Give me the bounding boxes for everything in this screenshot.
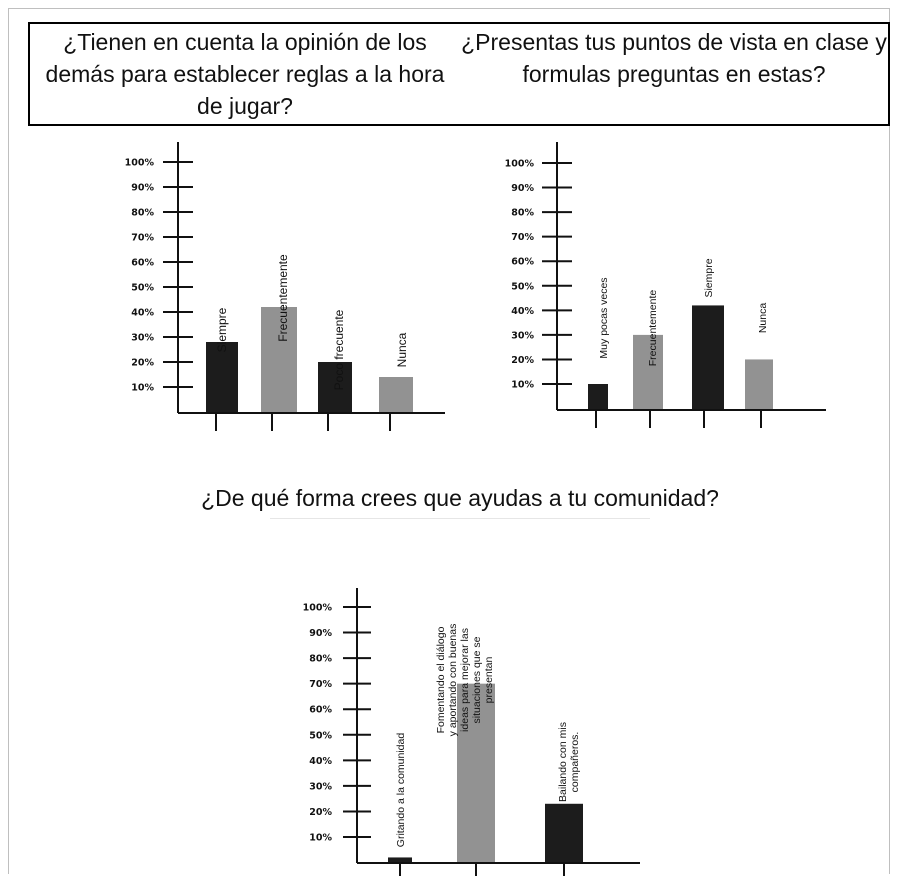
chart2-bar	[745, 359, 773, 409]
chart1-y-tick-label: 80%	[131, 208, 154, 219]
chart3-y-tick-label: 50%	[309, 730, 332, 741]
chart3-category-label: presentan	[483, 656, 495, 703]
chart3-category-label: Bailando con mis	[557, 722, 569, 802]
chart3-category-label: y aportando con buenas	[447, 624, 459, 737]
chart2-bar	[692, 305, 724, 409]
chart1-y-tick-label: 100%	[125, 158, 155, 169]
chart1-y-tick-label: 30%	[131, 333, 154, 344]
chart2-y-tick-label: 60%	[511, 257, 534, 268]
chart3-y-tick-label: 60%	[309, 705, 332, 716]
chart1-bar	[318, 362, 352, 412]
chart1-bar	[379, 377, 413, 412]
chart1-title: ¿Tienen en cuenta la opinión de los demá…	[45, 29, 445, 119]
chart1-category-label: Nunca	[395, 332, 409, 367]
chart1-y-tick-label: 40%	[131, 308, 154, 319]
chart3-y-tick-label: 70%	[309, 679, 332, 690]
chart2-category-label: Muy pocas veces	[598, 277, 610, 358]
chart2-y-tick-label: 70%	[511, 232, 534, 243]
chart1-bar	[206, 342, 238, 412]
chart3-bar	[457, 683, 495, 862]
chart1-category-label: Poco frecuente	[332, 309, 346, 390]
chart1-y-tick-label: 70%	[131, 233, 154, 244]
chart3-y-tick-label: 30%	[309, 781, 332, 792]
chart2-y-tick-label: 40%	[511, 306, 534, 317]
chart2-title: ¿Presentas tus puntos de vista en clase …	[461, 29, 887, 87]
chart3-y-tick-label: 40%	[309, 756, 332, 767]
chart3-title-underline	[270, 518, 650, 519]
chart3-category-label: Gritando a la comunidad	[395, 733, 407, 848]
chart1-bar	[261, 307, 297, 412]
chart3-category-label: Fomentando el diálogo	[435, 626, 447, 733]
chart3-category-label: compañeros.	[569, 732, 581, 793]
chart2-y-tick-label: 30%	[511, 330, 534, 341]
chart1-y-tick-label: 20%	[131, 358, 154, 369]
chart2-y-tick-label: 80%	[511, 208, 534, 219]
chart3-y-tick-label: 80%	[309, 654, 332, 665]
chart3-y-tick-label: 20%	[309, 807, 332, 818]
chart2-bar	[633, 334, 663, 409]
title-box	[28, 22, 890, 126]
chart2-bar	[588, 384, 608, 409]
chart3-category-label: situaciones que se	[471, 636, 483, 723]
chart3-category-label: ideas para mejorar las	[459, 628, 471, 732]
chart2-y-tick-label: 10%	[511, 380, 534, 391]
chart3-bar	[388, 857, 412, 862]
chart3-y-tick-label: 100%	[303, 603, 333, 614]
chart1-category-label: Frecuentemente	[276, 254, 290, 342]
chart1-y-tick-label: 50%	[131, 283, 154, 294]
chart3-title: ¿De qué forma crees que ayudas a tu comu…	[201, 485, 719, 511]
chart3-bar	[545, 803, 583, 862]
chart2-category-label: Nunca	[757, 303, 769, 334]
chart2-y-tick-label: 50%	[511, 281, 534, 292]
chart2-y-tick-label: 100%	[505, 159, 535, 170]
chart1-y-tick-label: 90%	[131, 183, 154, 194]
chart2-y-tick-label: 20%	[511, 355, 534, 366]
chart3-y-tick-label: 10%	[309, 833, 332, 844]
chart3-y-tick-label: 90%	[309, 628, 332, 639]
chart2-y-tick-label: 90%	[511, 183, 534, 194]
chart1-y-tick-label: 60%	[131, 258, 154, 269]
page-frame	[8, 8, 890, 874]
chart2-category-label: Frecuentemente	[647, 290, 659, 367]
chart2-category-label: Siempre	[703, 258, 715, 297]
chart1-category-label: Siempre	[215, 307, 229, 352]
chart1-y-tick-label: 10%	[131, 383, 154, 394]
